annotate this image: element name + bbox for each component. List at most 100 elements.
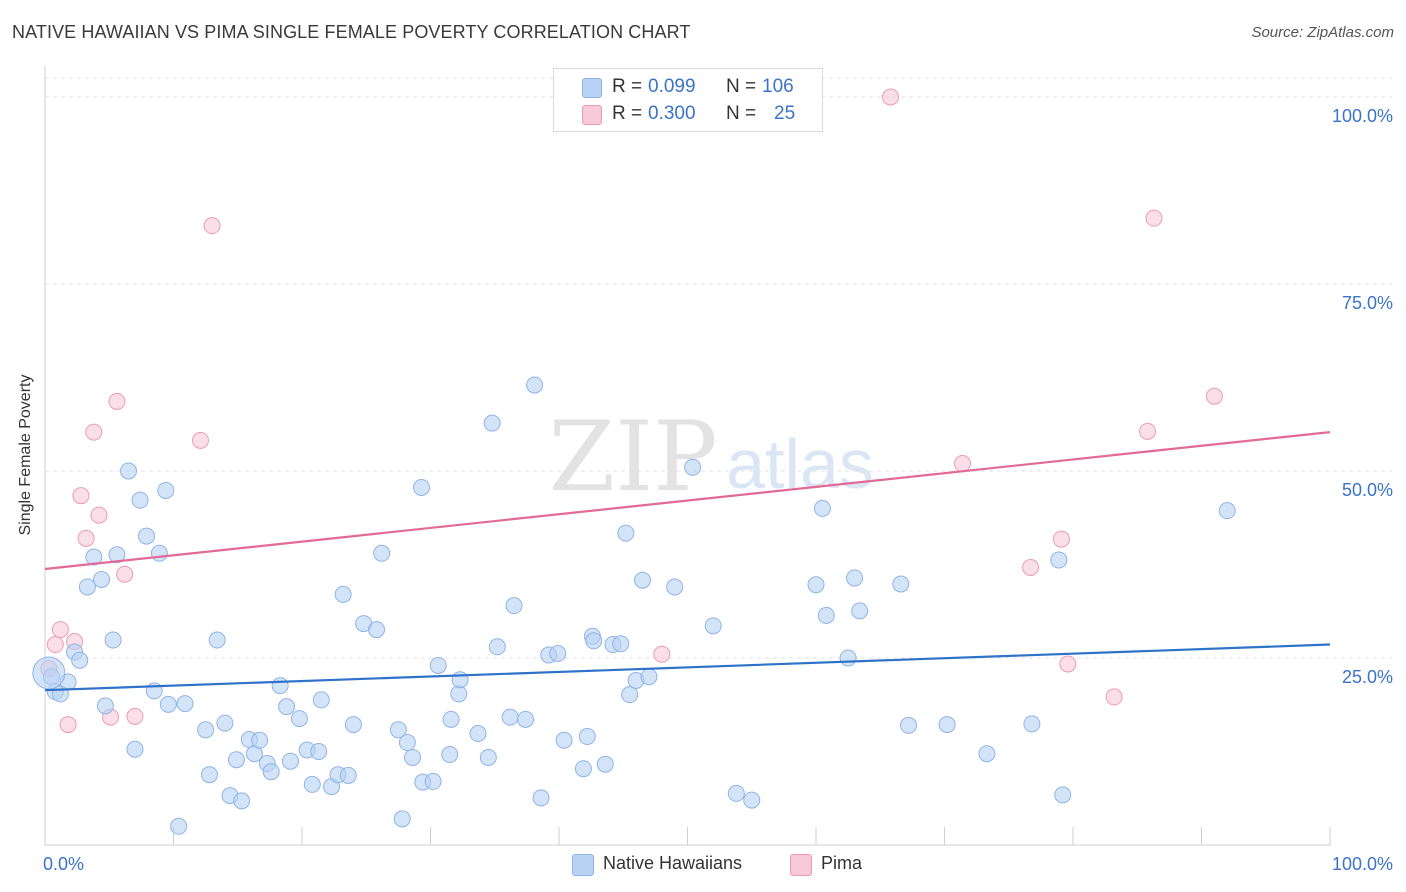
native-hawaiian-point xyxy=(813,499,831,517)
native-hawaiian-point xyxy=(197,721,215,739)
native-hawaiian-point xyxy=(555,731,573,749)
native-hawaiian-point xyxy=(505,597,523,615)
pima-point xyxy=(882,88,900,106)
native-hawaiian-point xyxy=(32,656,66,690)
native-hawaiian-point xyxy=(398,734,416,752)
legend-row-native-hawaiians: R = 0.099 N = 106 xyxy=(554,74,822,100)
native-hawaiian-point xyxy=(138,527,156,545)
native-hawaiian-point xyxy=(978,745,996,763)
pima-point xyxy=(59,716,77,734)
native-hawaiian-point xyxy=(104,631,122,649)
native-hawaiian-point xyxy=(120,462,138,480)
r-value: 0.300 xyxy=(648,103,696,124)
native-hawaiian-point xyxy=(1218,502,1236,520)
native-hawaiian-point xyxy=(621,686,639,704)
native-hawaiian-point xyxy=(108,546,126,564)
native-hawaiian-point xyxy=(441,745,459,763)
native-hawaiian-point xyxy=(344,716,362,734)
pima-point xyxy=(191,431,209,449)
native-hawaiian-point xyxy=(389,721,407,739)
native-hawaiian-point xyxy=(578,728,596,746)
legend-label: Pima xyxy=(821,853,863,873)
legend-label: Native Hawaiians xyxy=(603,853,743,873)
native-hawaiian-point xyxy=(574,760,592,778)
native-hawaiian-point xyxy=(251,731,269,749)
native-hawaiian-point xyxy=(227,751,245,769)
pima-point xyxy=(77,529,95,547)
pima-point xyxy=(203,217,221,235)
native-hawaiian-point xyxy=(290,710,308,728)
native-hawaiian-point xyxy=(442,710,460,728)
native-hawaiian-point xyxy=(1054,786,1072,804)
native-hawaiian-point xyxy=(262,763,280,781)
native-hawaiian-point xyxy=(488,638,506,656)
y-tick-label: 25.0% xyxy=(1342,667,1393,687)
tick-labels: 100.0% 75.0% 50.0% 25.0% 0.0% 100.0% xyxy=(43,106,1393,874)
native-hawaiian-point xyxy=(640,668,658,686)
native-hawaiian-point xyxy=(1050,551,1068,569)
native-hawaiian-point xyxy=(526,376,544,394)
r-label: R = xyxy=(612,103,643,124)
native-hawaiian-point xyxy=(666,578,684,596)
chart-title: NATIVE HAWAIIAN VS PIMA SINGLE FEMALE PO… xyxy=(12,22,691,42)
native-hawaiian-point xyxy=(532,789,550,807)
watermark: ZIP atlas xyxy=(548,401,874,513)
native-hawaiian-trend-line xyxy=(44,643,1331,692)
native-hawaiian-point xyxy=(429,656,447,674)
native-hawaiian-point xyxy=(334,585,352,603)
pima-point xyxy=(90,506,108,524)
native-hawaiian-point xyxy=(585,632,603,650)
blue-swatch xyxy=(582,78,602,98)
x-tick-label: 100.0% xyxy=(1332,854,1393,874)
native-hawaiian-point xyxy=(71,651,89,669)
native-hawaiian-point xyxy=(157,481,175,499)
native-hawaiian-point xyxy=(368,621,386,639)
x-tick-label: 0.0% xyxy=(43,854,84,874)
native-hawaiian-point xyxy=(176,695,194,713)
y-tick-label: 50.0% xyxy=(1342,480,1393,500)
n-value: 25 xyxy=(774,103,796,124)
pima-point xyxy=(1052,530,1070,548)
native-hawaiian-point xyxy=(483,414,501,432)
pink-swatch xyxy=(790,854,812,876)
native-hawaiian-point xyxy=(159,695,177,713)
native-hawaiian-point xyxy=(617,524,635,542)
r-value: 0.099 xyxy=(648,76,696,97)
native-hawaiian-point xyxy=(310,743,328,760)
y-tick-label: 75.0% xyxy=(1342,293,1393,313)
pima-point xyxy=(653,645,671,663)
native-hawaiian-point xyxy=(684,458,702,476)
series-legend: Native Hawaiians Pima xyxy=(0,852,1406,878)
native-hawaiian-point xyxy=(216,714,234,732)
watermark-zip: ZIP xyxy=(548,401,717,513)
native-hawaiian-point xyxy=(479,748,497,766)
native-hawaiian-point xyxy=(839,649,857,667)
native-hawaiian-point xyxy=(404,748,422,766)
native-hawaiian-point xyxy=(549,645,567,663)
watermark-atlas: atlas xyxy=(726,425,874,503)
native-hawaiian-point xyxy=(170,817,188,835)
native-hawaiian-point xyxy=(413,478,431,496)
pima-point xyxy=(85,423,103,441)
pima-point xyxy=(46,636,64,654)
native-hawaiian-point xyxy=(312,691,330,709)
pima-point xyxy=(1059,655,1077,673)
pima-point xyxy=(953,455,971,473)
pima-point xyxy=(126,707,144,725)
pima-point xyxy=(1105,688,1123,706)
n-value: 106 xyxy=(762,76,794,97)
native-hawaiian-point xyxy=(126,740,144,758)
native-hawaiian-point xyxy=(517,710,535,728)
native-hawaiian-point xyxy=(93,570,111,588)
legend-row-pima: R = 0.300 N = 25 xyxy=(554,101,822,127)
native-hawaiian-point xyxy=(281,752,299,770)
native-hawaiian-point xyxy=(85,548,103,566)
pink-swatch xyxy=(582,105,602,125)
pima-trend-line xyxy=(44,431,1331,571)
native-hawaiian-point xyxy=(743,791,761,809)
native-hawaiian-point xyxy=(817,606,835,624)
native-hawaiian-point xyxy=(892,575,910,593)
y-tick-label: 100.0% xyxy=(1332,106,1393,126)
native-hawaiian-point xyxy=(846,569,864,587)
pima-point xyxy=(1022,558,1040,576)
